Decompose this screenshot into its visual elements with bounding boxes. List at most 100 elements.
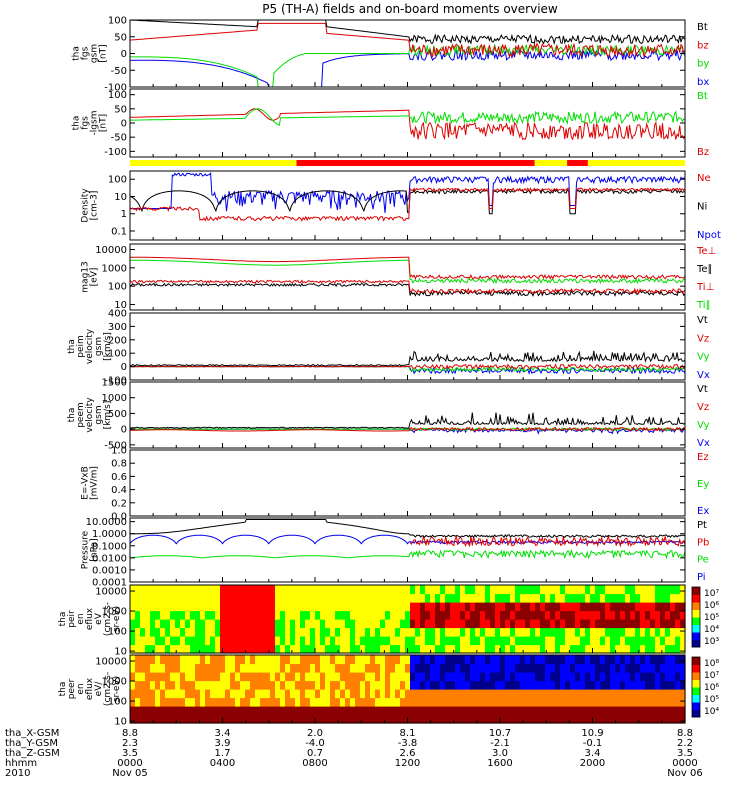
spectrogram-cell <box>525 680 531 690</box>
spectrogram-cell <box>315 585 321 595</box>
spectrogram-cell <box>390 644 396 654</box>
spectrogram-cell <box>460 714 466 724</box>
spectrogram-cell <box>415 680 421 690</box>
spectrogram-cell <box>200 680 206 690</box>
spectrogram-cell <box>670 636 676 646</box>
legend-entry: Vt <box>697 315 708 326</box>
spectrogram-cell <box>340 706 346 716</box>
spectrogram-cell <box>205 655 211 665</box>
spectrogram-cell <box>520 680 526 690</box>
spectrogram-cell <box>170 644 176 654</box>
spectrogram-cell <box>230 714 236 724</box>
spectrogram-cell <box>280 619 286 629</box>
spectrogram-cell <box>570 602 576 612</box>
panel-pressure: 0.00010.00100.01000.10001.000010.0000Pre… <box>81 517 710 588</box>
spectrogram-cell <box>510 706 516 716</box>
spectrogram-cell <box>160 593 166 603</box>
spectrogram-cell <box>620 636 626 646</box>
spectrogram-cell <box>255 644 261 654</box>
spectrogram-cell <box>480 644 486 654</box>
spectrogram-cell <box>665 663 671 673</box>
spectrogram-cell <box>350 610 356 620</box>
spectrogram-cell <box>415 627 421 637</box>
spectrogram-cell <box>170 672 176 682</box>
spectrogram-cell <box>235 663 241 673</box>
spectrogram-cell <box>410 672 416 682</box>
y-axis-label: tha peim velocity gsm [km/s] <box>67 328 113 364</box>
spectrogram-cell <box>630 602 636 612</box>
spectrogram-cell <box>130 680 136 690</box>
spectrogram-cell <box>500 680 506 690</box>
spectrogram-cell <box>225 655 231 665</box>
spectrogram-cell <box>525 636 531 646</box>
spectrogram-cell <box>660 680 666 690</box>
colorbar-label: 10⁶ <box>704 601 719 611</box>
spectrogram-cell <box>630 655 636 665</box>
spectrogram-cell <box>510 610 516 620</box>
spectrogram-cell <box>395 593 401 603</box>
axis-column-value: 0.7 <box>307 748 323 759</box>
spectrogram-cell <box>595 602 601 612</box>
spectrogram-cell <box>675 714 681 724</box>
spectrogram-cell <box>490 672 496 682</box>
spectrogram-cell <box>185 627 191 637</box>
spectrogram-cell <box>610 619 616 629</box>
spectrogram-cell <box>455 627 461 637</box>
spectrogram-cell <box>325 627 331 637</box>
spectrogram-cell <box>135 644 141 654</box>
spectrogram-cell <box>445 619 451 629</box>
spectrogram-cell <box>440 619 446 629</box>
y-axis-label: tha fgs -lgsm [nT] <box>72 111 109 136</box>
y-axis-label-line: sr-eV) <box>112 606 122 632</box>
spectrogram-cell <box>310 627 316 637</box>
spectrogram-cell <box>390 627 396 637</box>
spectrogram-cell <box>200 706 206 716</box>
spectrogram-cell <box>475 706 481 716</box>
spectrogram-cell <box>370 610 376 620</box>
spectrogram-cell <box>230 585 236 595</box>
spectrogram-cell <box>165 636 171 646</box>
spectrogram-cell <box>410 697 416 707</box>
spectrogram-cell <box>520 602 526 612</box>
spectrogram-cell <box>465 619 471 629</box>
spectrogram-cell <box>395 706 401 716</box>
spectrogram-cell <box>490 714 496 724</box>
spectrogram-cell <box>210 714 216 724</box>
y-axis-label-line: tha <box>72 46 82 61</box>
spectrogram-cell <box>550 644 556 654</box>
spectrogram-cell <box>560 689 566 699</box>
spectrogram-cell <box>440 610 446 620</box>
spectrogram-cell <box>320 585 326 595</box>
spectrogram-cell <box>150 636 156 646</box>
axis-column-value: 1.7 <box>215 748 231 759</box>
spectrogram-cell <box>180 714 186 724</box>
spectrogram-cell <box>185 680 191 690</box>
legend-entry: Vx <box>697 370 710 381</box>
spectrogram-cell <box>305 644 311 654</box>
spectrogram-cell <box>355 663 361 673</box>
spectrogram-cell <box>235 636 241 646</box>
spectrogram-cell <box>530 706 536 716</box>
spectrogram-cell <box>490 680 496 690</box>
spectrogram-cell <box>335 689 341 699</box>
spectrogram-cell <box>210 602 216 612</box>
spectrogram-cell <box>460 663 466 673</box>
spectrogram-cell <box>490 636 496 646</box>
spectrogram-cell <box>255 585 261 595</box>
spectrogram-cell <box>620 619 626 629</box>
spectrogram-cell <box>545 619 551 629</box>
spectrogram-cell <box>295 672 301 682</box>
spectrogram-cell <box>280 680 286 690</box>
spectrogram-cell <box>315 680 321 690</box>
spectrogram-cell <box>540 655 546 665</box>
axis-column-value: Nov 05 <box>112 768 147 779</box>
spectrogram-cell <box>435 602 441 612</box>
spectrogram-cell <box>585 619 591 629</box>
spectrogram-cell <box>315 706 321 716</box>
spectrogram-cell <box>390 663 396 673</box>
axis-column-value: 1600 <box>487 758 512 769</box>
spectrogram-cell <box>570 585 576 595</box>
